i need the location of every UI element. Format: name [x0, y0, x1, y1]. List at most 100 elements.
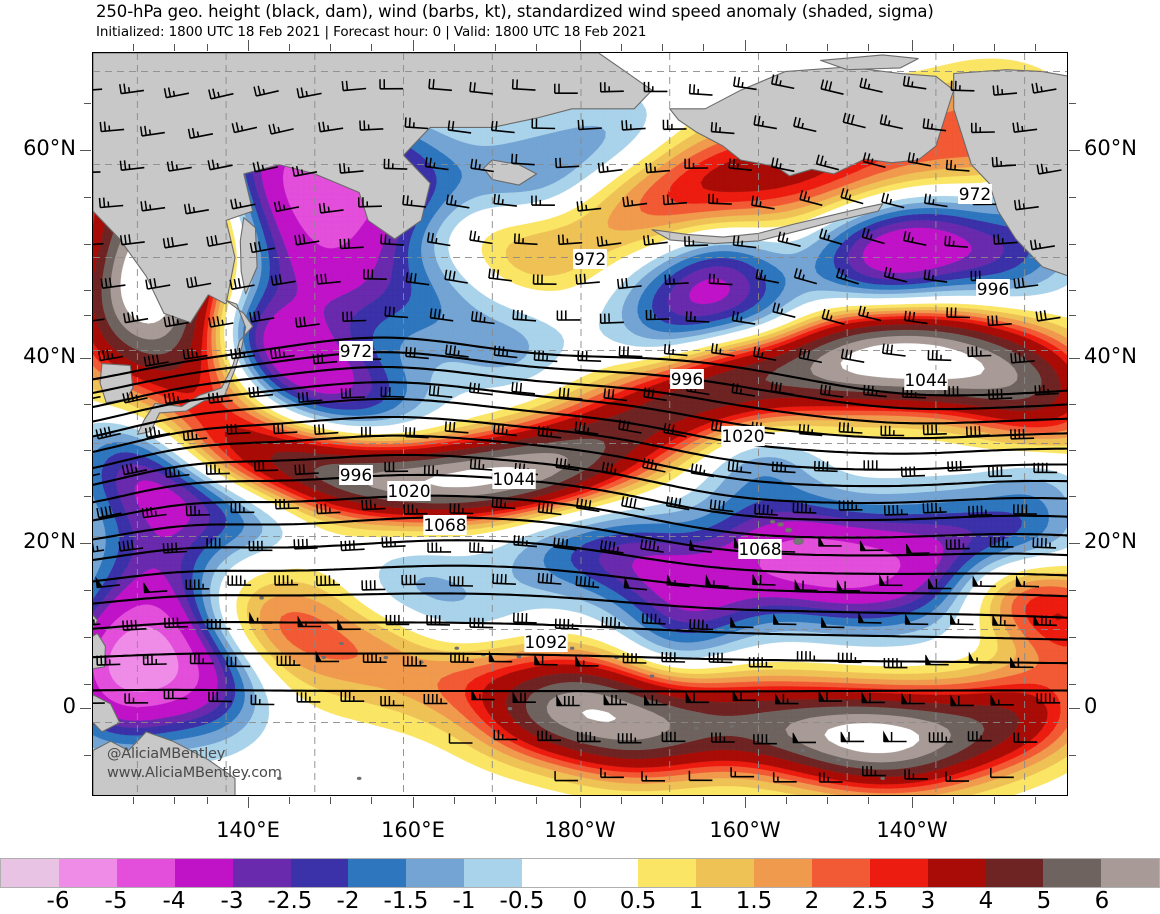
barb-full-10kt [295, 465, 296, 475]
x-tick-minor [827, 44, 828, 51]
y-tick-minor [84, 404, 91, 405]
label-text: 1092 [524, 633, 567, 653]
barb-full-10kt [808, 425, 809, 435]
barb-half-5kt [742, 241, 743, 246]
barb-full-10kt [340, 239, 341, 249]
barb-half-5kt [507, 351, 508, 356]
barb-full-10kt [282, 424, 283, 434]
barb-half-5kt [196, 434, 197, 439]
x-tick-minor [662, 797, 663, 804]
barb-half-5kt [876, 390, 877, 395]
barb-full-10kt [192, 430, 193, 439]
contour-label-996-3: 996 [339, 465, 373, 486]
land-island-22 [357, 777, 362, 780]
barb-half-5kt [222, 320, 223, 325]
barb-half-5kt [455, 200, 456, 205]
label-text: 996 [340, 466, 372, 486]
barb-half-5kt [129, 87, 130, 92]
barb-full-10kt [433, 79, 434, 89]
barb-full-10kt [176, 543, 177, 553]
barb-half-5kt [194, 207, 195, 212]
colorbar-tick--1: -1 [453, 888, 476, 914]
barb-full-10kt [429, 385, 430, 395]
barb-half-5kt [632, 200, 633, 205]
barb-full-10kt [321, 504, 322, 514]
barb-full-10kt [534, 350, 535, 360]
chart-subtitle: Initialized: 1800 UTC 18 Feb 2021 | Fore… [96, 24, 646, 40]
colorbar-tick--5: -5 [105, 888, 128, 914]
barb-full-10kt [104, 198, 105, 208]
colorbar-tick-3: 3 [921, 888, 936, 914]
barb-half-5kt [179, 471, 180, 476]
barb-full-10kt [366, 500, 367, 510]
barb-half-5kt [150, 205, 151, 210]
barb-full-10kt [100, 122, 101, 132]
contour-label-1020-7: 1020 [721, 426, 764, 447]
colorbar-tick-4: 4 [979, 888, 994, 914]
barb-full-10kt [581, 201, 582, 211]
barb-half-5kt [302, 170, 303, 175]
barb-full-10kt [947, 160, 948, 169]
label-text: 1068 [423, 516, 466, 536]
barb-full-10kt [407, 196, 408, 205]
y-tick-minor [1069, 684, 1076, 685]
barb-full-10kt [471, 459, 472, 469]
barb-full-10kt [686, 311, 687, 321]
barb-half-5kt [196, 352, 197, 357]
barb-full-10kt [799, 424, 800, 434]
label-text: 996 [671, 370, 703, 390]
barb-full-10kt [622, 120, 623, 129]
barb-full-10kt [183, 431, 184, 440]
colorbar-cell-10 [580, 859, 638, 887]
barb-half-5kt [741, 467, 742, 472]
x-tick-minor [174, 797, 175, 804]
barb-full-10kt [716, 123, 717, 132]
chart-title: 250-hPa geo. height (black, dam), wind (… [96, 2, 934, 21]
land-island-0 [321, 656, 326, 659]
barb-half-5kt [198, 132, 199, 137]
x-tick-minor [207, 44, 208, 51]
barb-full-10kt [227, 424, 228, 434]
barb-full-10kt [709, 274, 710, 284]
barb-full-10kt [517, 310, 518, 320]
barb-full-10kt [945, 236, 946, 246]
land-hawaii-2 [778, 523, 784, 527]
x-tick-minor [1035, 797, 1036, 804]
barb-full-10kt [694, 84, 695, 94]
barb-half-5kt [606, 240, 607, 245]
barb-full-10kt [100, 198, 101, 208]
contour-label-1068-10: 1068 [423, 515, 466, 536]
barb-full-10kt [322, 354, 323, 363]
barb-full-10kt [231, 424, 232, 433]
y-tick-minor [84, 590, 91, 591]
land-island-10 [650, 675, 655, 678]
barb-full-10kt [622, 279, 623, 288]
land-island-16 [880, 777, 885, 780]
land-island-25 [259, 596, 264, 599]
barb-full-10kt [669, 344, 670, 354]
barb-full-10kt [319, 424, 320, 434]
barb-full-10kt [767, 505, 768, 515]
barb-full-10kt [371, 500, 372, 510]
barb-full-10kt [522, 536, 523, 546]
x-tick-minor [495, 797, 496, 804]
colorbar-tick-0.5: 0.5 [620, 888, 657, 914]
barb-full-10kt [952, 461, 953, 471]
barb-half-5kt [762, 121, 763, 126]
barb-full-10kt [479, 460, 480, 470]
barb-full-10kt [350, 541, 351, 551]
barb-full-10kt [454, 422, 455, 432]
x-tick-minor [1035, 44, 1036, 51]
barb-half-5kt [506, 429, 507, 434]
barb-full-10kt [580, 576, 581, 585]
colorbar[interactable] [0, 858, 1160, 888]
barb-full-10kt [501, 498, 502, 508]
barb-half-5kt [551, 432, 552, 437]
barb-full-10kt [414, 348, 415, 357]
x-tick-major [580, 40, 581, 51]
barb-half-5kt [458, 351, 459, 356]
barb-full-10kt [325, 274, 326, 284]
barb-full-10kt [323, 424, 324, 433]
watermark-site: www.AliciaMBentley.com [107, 765, 282, 781]
colorbar-tick--3: -3 [221, 888, 244, 914]
